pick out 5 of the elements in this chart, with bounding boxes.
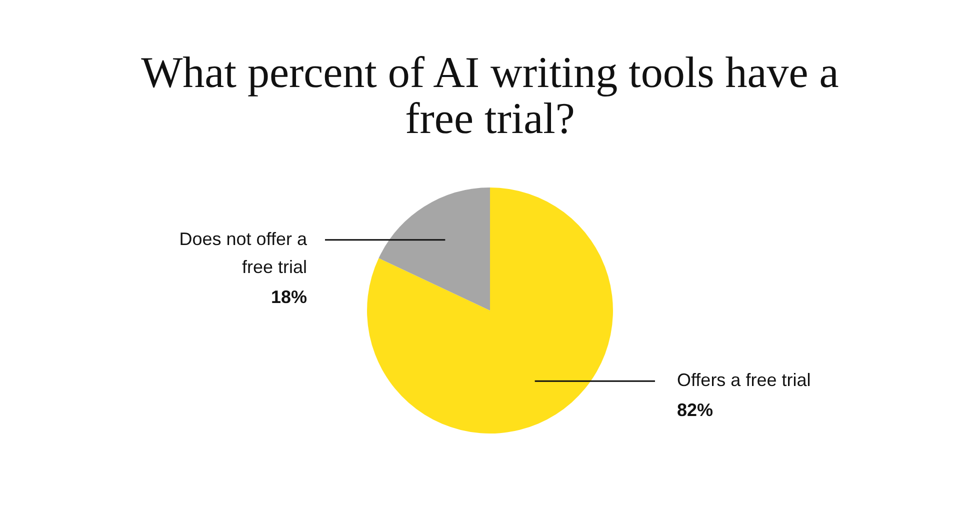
slice-label: Does not offer a free trial xyxy=(179,228,308,277)
data-label: 82% xyxy=(677,400,714,420)
slice-label: Offers a free trial xyxy=(677,370,811,390)
data-label: 18% xyxy=(270,286,307,307)
chart-title: What percent of AI writing tools have a free trial? xyxy=(140,48,840,143)
